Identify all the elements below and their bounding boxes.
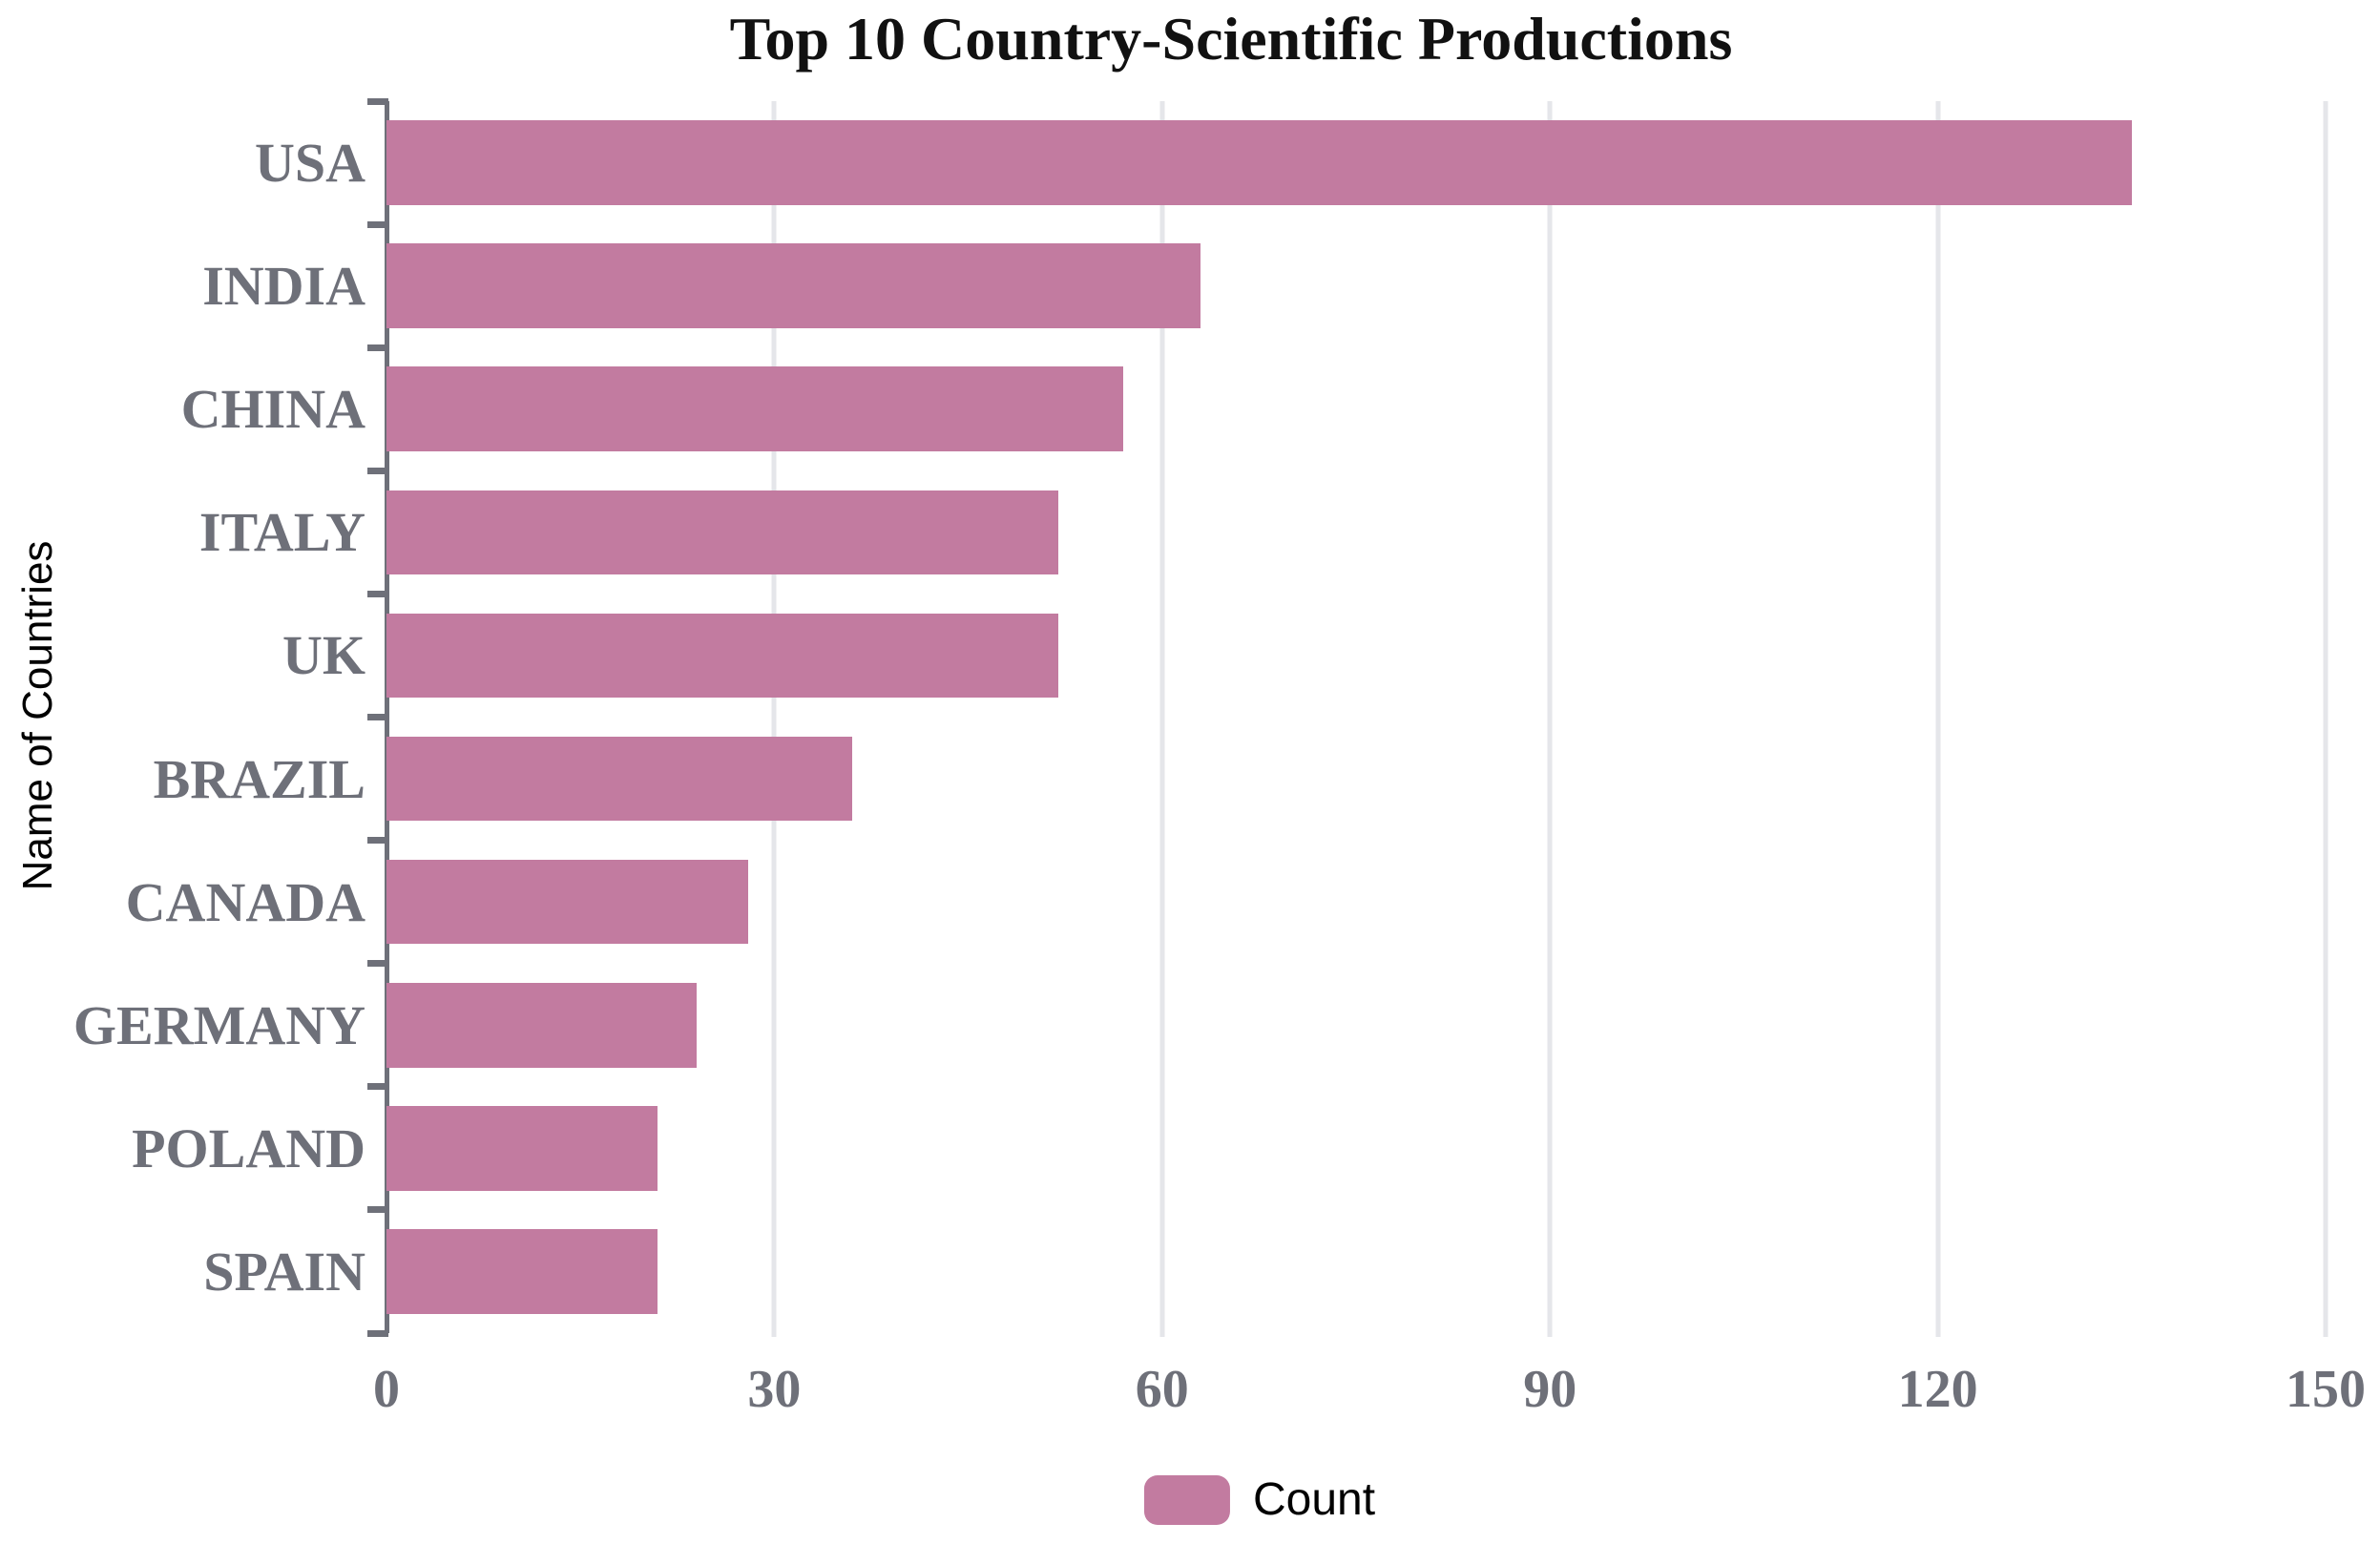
bar-china[interactable] (386, 366, 1124, 452)
y-axis-tick (367, 220, 388, 228)
bar-spain[interactable] (386, 1229, 658, 1314)
gridline-30 (771, 101, 777, 1337)
y-axis-tick (367, 1329, 388, 1337)
bar-brazil[interactable] (386, 736, 852, 822)
x-tick-label-30: 30 (747, 1360, 802, 1419)
x-tick-label-0: 0 (373, 1360, 400, 1419)
y-tick-label-canada: CANADA (125, 870, 365, 933)
bar-canada[interactable] (386, 859, 749, 945)
x-tick-label-120: 120 (1897, 1360, 1978, 1419)
y-axis-tick (367, 837, 388, 845)
gridline-60 (1159, 101, 1165, 1337)
gridline-120 (1935, 101, 1941, 1337)
y-tick-label-poland: POLAND (132, 1116, 365, 1179)
bar-germany[interactable] (386, 982, 698, 1068)
y-tick-label-uk: UK (282, 624, 365, 687)
bar-italy[interactable] (386, 490, 1059, 575)
y-tick-label-usa: USA (254, 132, 365, 195)
x-tick-label-150: 150 (2286, 1360, 2366, 1419)
x-tick-label-90: 90 (1523, 1360, 1577, 1419)
y-axis-tick (367, 97, 388, 105)
y-axis-tick (367, 1083, 388, 1091)
y-tick-label-india: INDIA (202, 255, 365, 318)
legend-swatch (1143, 1475, 1230, 1525)
y-tick-label-germany: GERMANY (73, 993, 365, 1056)
y-axis-tick (367, 714, 388, 720)
plot-area (367, 97, 2328, 1337)
bar-poland[interactable] (386, 1106, 658, 1191)
legend-label: Count (1252, 1474, 1376, 1525)
legend-item-count[interactable]: Count (1143, 1474, 1376, 1525)
y-axis-tick (367, 1206, 388, 1214)
y-tick-label-italy: ITALY (198, 501, 365, 564)
y-tick-label-brazil: BRAZIL (153, 747, 365, 810)
gridline-150 (2323, 101, 2328, 1337)
chart-title: Top 10 Country-Scientific Productions (729, 5, 1733, 73)
gridline-90 (1547, 101, 1553, 1337)
y-axis-tick (367, 344, 388, 351)
y-axis-tick (367, 467, 388, 474)
x-tick-label-60: 60 (1135, 1360, 1189, 1419)
y-tick-label-china: CHINA (180, 378, 365, 441)
y-axis-tick (367, 590, 388, 597)
bar-usa[interactable] (386, 120, 2132, 205)
y-tick-label-spain: SPAIN (203, 1240, 365, 1303)
bar-uk[interactable] (386, 613, 1059, 699)
bar-india[interactable] (386, 243, 1201, 328)
y-axis-tick (367, 960, 388, 968)
